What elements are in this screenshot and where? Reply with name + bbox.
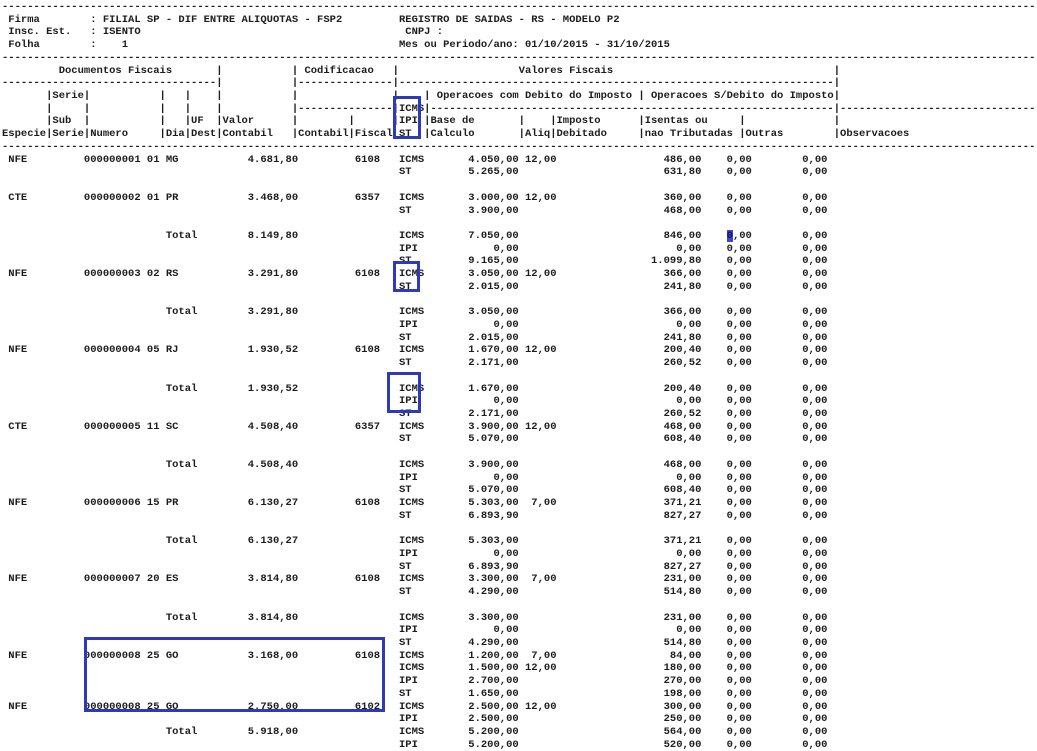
report-line: IPI 0,00 0,00 0,00 0,00 bbox=[2, 547, 1036, 560]
report-line: Documentos Fiscais | | Codificacao | Val… bbox=[2, 64, 1036, 77]
report-line bbox=[2, 522, 1035, 535]
report-line: Total 1.930,52 ICMS 1.670,00 200,40 0,00… bbox=[2, 382, 1036, 395]
report-line: IPI 0,00 0,00 0,00 0,00 bbox=[2, 471, 1036, 484]
report-line: NFE 000000007 20 ES 3.814,80 6108 ICMS 3… bbox=[2, 573, 1036, 586]
report-line bbox=[2, 294, 1035, 307]
report-line: Insc. Est. : ISENTO CNPJ : bbox=[2, 26, 1036, 39]
report-line: IPI 0,00 0,00 0,00 0,00 bbox=[2, 624, 1036, 637]
report-line: ----------------------------------| |---… bbox=[2, 77, 1036, 90]
report-line: ST 1.650,00 198,00 0,00 0,00 bbox=[2, 687, 1036, 700]
report-line: Total 8.149,80 ICMS 7.050,00 846,00 0,00… bbox=[2, 229, 1036, 242]
report-line: IPI 2.500,00 250,00 0,00 0,00 bbox=[2, 713, 1036, 726]
report-line: ST 4.290,00 514,80 0,00 0,00 bbox=[2, 586, 1036, 599]
report-line: Total 3.814,80 ICMS 3.300,00 231,00 0,00… bbox=[2, 611, 1036, 624]
report-line: ----------------------------------------… bbox=[2, 51, 1036, 64]
report-line: IPI 5.200,00 520,00 0,00 0,00 bbox=[2, 738, 1036, 751]
report-line: NFE 000000004 05 RJ 1.930,52 6108 ICMS 1… bbox=[2, 344, 1036, 357]
report-line: NFE 000000003 02 RS 3.291,80 6108 ICMS 3… bbox=[2, 268, 1036, 281]
report-line: ----------------------------------------… bbox=[2, 1, 1036, 13]
report-line: IPI 0,00 0,00 0,00 0,00 bbox=[2, 395, 1036, 408]
report-line: Folha : 1 Mes ou Periodo/ano: 01/10/2015… bbox=[2, 39, 1036, 52]
report-line: ST 5.070,00 608,40 0,00 0,00 bbox=[2, 433, 1036, 446]
report-line: Total 3.291,80 ICMS 3.050,00 366,00 0,00… bbox=[2, 306, 1036, 319]
report-line: ST 3.900,00 468,00 0,00 0,00 bbox=[2, 204, 1036, 217]
report-line: |Sub | | |UF |Valor | | |IPI |Base de | … bbox=[2, 115, 1036, 128]
report-line: Firma : FILIAL SP - DIF ENTRE ALIQUOTAS … bbox=[2, 13, 1036, 26]
report-line: ST 6.893,90 827,27 0,00 0,00 bbox=[2, 509, 1036, 522]
report-line: IPI 0,00 0,00 0,00 0,00 bbox=[2, 318, 1036, 331]
report-line: Total 4.508,40 ICMS 3.900,00 468,00 0,00… bbox=[2, 458, 1036, 471]
report-line: ST 4.290,00 514,80 0,00 0,00 bbox=[2, 636, 1036, 649]
report-line: IPI 2.700,00 270,00 0,00 0,00 bbox=[2, 675, 1036, 688]
report-line: NFE 000000008 25 GO 3.168,00 6108 ICMS 1… bbox=[2, 649, 1036, 662]
report-line: ST 2.015,00 241,80 0,00 0,00 bbox=[2, 331, 1036, 344]
report-line bbox=[2, 599, 1035, 612]
report-line: |Serie| | | | | | | Operacoes com Debito… bbox=[2, 90, 1036, 103]
report-line bbox=[2, 370, 1035, 383]
report-line: Especie|Serie|Numero |Dia|Dest|Contabil … bbox=[2, 128, 1036, 141]
report-line: Total 5.918,00 ICMS 5.200,00 564,00 0,00… bbox=[2, 725, 1036, 738]
report-line: ST 6.893,90 827,27 0,00 0,00 bbox=[2, 560, 1036, 573]
report-line: ST 2.171,00 260,52 0,00 0,00 bbox=[2, 357, 1036, 370]
report-line bbox=[2, 446, 1035, 459]
report-line: | | | | | |---------------|ICMS|--------… bbox=[2, 102, 1036, 115]
report-line bbox=[2, 217, 1035, 230]
report-line: NFE 000000008 25 GO 2.750,00 6102 ICMS 2… bbox=[2, 700, 1036, 713]
report-line: ST 9.165,00 1.099,80 0,00 0,00 bbox=[2, 255, 1036, 268]
report-line: IPI 0,00 0,00 0,00 0,00 bbox=[2, 242, 1036, 255]
report-line: NFE 000000001 01 MG 4.681,80 6108 ICMS 4… bbox=[2, 153, 1036, 166]
report-line: ST 5.265,00 631,80 0,00 0,00 bbox=[2, 166, 1036, 179]
report-line: Total 6.130,27 ICMS 5.303,00 371,21 0,00… bbox=[2, 535, 1036, 548]
report-line: ST 2.015,00 241,80 0,00 0,00 bbox=[2, 280, 1036, 293]
report-line: ICMS 1.500,00 12,00 180,00 0,00 0,00 bbox=[2, 662, 1036, 675]
report-line: ST 2.171,00 260,52 0,00 0,00 bbox=[2, 408, 1036, 420]
report-line: ----------------------------------------… bbox=[2, 140, 1036, 153]
report-line: NFE 000000006 15 PR 6.130,27 6108 ICMS 5… bbox=[2, 497, 1036, 510]
report-line: CTE 000000002 01 PR 3.468,00 6357 ICMS 3… bbox=[2, 191, 1036, 204]
report-line: ST 5.070,00 608,40 0,00 0,00 bbox=[2, 484, 1036, 497]
report-line bbox=[2, 179, 1035, 192]
text-cursor-highlight: 0 bbox=[726, 229, 733, 242]
report-line: CTE 000000005 11 SC 4.508,40 6357 ICMS 3… bbox=[2, 420, 1036, 433]
